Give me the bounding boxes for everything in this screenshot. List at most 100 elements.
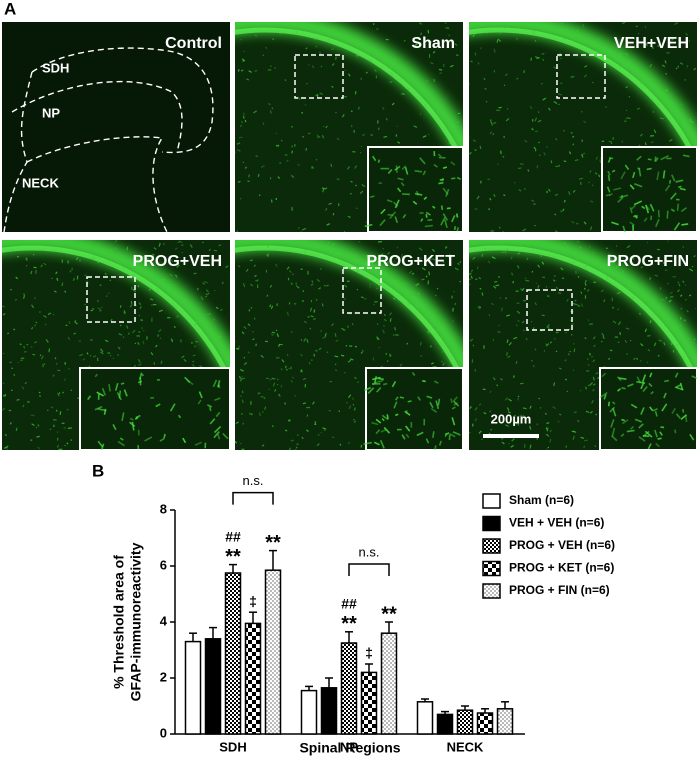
speckle — [240, 120, 244, 124]
inset-speckle — [137, 429, 140, 436]
speckle — [97, 261, 100, 264]
speckle — [672, 275, 677, 278]
speckle — [241, 377, 245, 380]
speckle — [516, 324, 518, 326]
speckle — [469, 272, 472, 276]
inset-speckle — [691, 375, 697, 381]
speckle — [275, 357, 280, 359]
speckle — [263, 396, 266, 400]
speckle — [590, 200, 594, 203]
inset-speckle — [155, 403, 161, 408]
speckle — [335, 339, 339, 343]
speckle — [508, 398, 512, 402]
speckle — [517, 395, 520, 398]
speckle — [354, 91, 357, 95]
speckle — [191, 341, 193, 344]
speckle — [241, 390, 244, 394]
speckle — [592, 359, 596, 363]
speckle — [217, 345, 219, 348]
speckle — [483, 412, 487, 415]
speckle — [471, 423, 474, 427]
speckle — [305, 240, 308, 244]
speckle — [686, 309, 689, 313]
inset-speckle — [377, 159, 381, 163]
speckle — [240, 241, 245, 243]
inset-speckle — [159, 437, 165, 442]
speckle — [284, 402, 287, 405]
significance-marker: ‡ — [365, 645, 373, 661]
speckle — [640, 133, 643, 137]
speckle — [546, 146, 548, 148]
speckle — [88, 365, 91, 368]
speckle — [47, 312, 52, 316]
speckle — [21, 386, 25, 390]
inset-speckle — [660, 155, 669, 161]
speckle — [688, 294, 692, 297]
speckle — [238, 375, 242, 379]
speckle — [307, 270, 309, 275]
speckle — [238, 136, 243, 139]
inset-speckle — [138, 373, 143, 380]
speckle — [173, 325, 176, 329]
speckle — [596, 376, 600, 380]
speckle — [679, 324, 682, 327]
speckle — [296, 434, 300, 436]
speckle — [369, 286, 371, 288]
inset-speckle — [442, 213, 449, 221]
speckle — [138, 363, 142, 366]
speckle — [31, 423, 35, 427]
inset-speckle — [642, 435, 650, 438]
inset-speckle — [629, 184, 635, 190]
speckle — [347, 394, 352, 399]
speckle — [24, 381, 28, 385]
speckle — [311, 65, 315, 69]
speckle — [563, 199, 566, 203]
speckle — [575, 270, 577, 274]
speckle — [349, 358, 354, 361]
inset-speckle — [414, 169, 423, 173]
speckle — [589, 352, 591, 356]
speckle — [528, 241, 531, 243]
inset — [365, 367, 463, 450]
inset-speckle — [446, 207, 451, 210]
inset-speckle — [641, 374, 647, 383]
speckle — [516, 265, 520, 269]
speckle — [291, 207, 293, 211]
speckle — [445, 246, 448, 248]
speckle — [640, 343, 644, 347]
speckle — [427, 29, 430, 34]
speckle — [322, 188, 325, 193]
speckle — [455, 140, 459, 144]
speckle — [208, 248, 211, 252]
speckle — [78, 340, 81, 342]
speckle — [44, 315, 47, 319]
inset-speckle — [135, 414, 141, 419]
speckle — [483, 345, 485, 349]
speckle — [517, 397, 519, 401]
inset-speckle — [612, 401, 616, 405]
speckle — [515, 360, 518, 364]
speckle — [97, 243, 100, 247]
bar — [340, 642, 358, 735]
speckle — [414, 42, 419, 47]
legend-label: PROG + FIN (n=6) — [509, 583, 610, 597]
speckle — [297, 96, 301, 100]
speckle — [444, 247, 447, 249]
speckle — [90, 309, 93, 312]
speckle — [457, 112, 461, 115]
speckle — [194, 323, 196, 326]
speckle — [504, 397, 508, 401]
significance-marker: ** — [225, 546, 241, 568]
speckle — [539, 253, 543, 258]
speckle — [583, 221, 587, 225]
inset-speckle — [676, 203, 680, 211]
speckle — [2, 352, 5, 355]
speckle — [334, 369, 338, 372]
speckle — [300, 339, 303, 341]
speckle — [110, 318, 113, 322]
speckle — [411, 298, 414, 303]
speckle — [481, 292, 484, 296]
speckle — [617, 341, 620, 343]
speckle — [474, 368, 477, 372]
speckle — [140, 319, 144, 321]
